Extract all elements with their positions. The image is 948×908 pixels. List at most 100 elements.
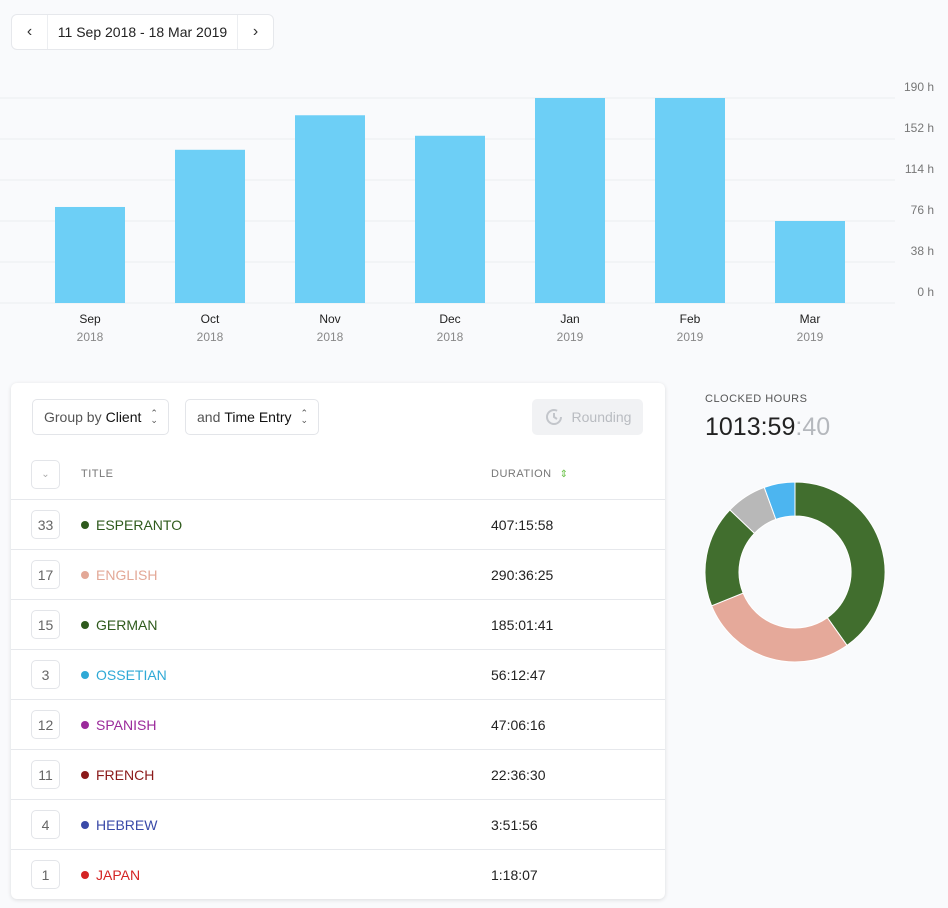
clocked-hours-seconds: :40 <box>795 413 831 441</box>
x-tick-month: Mar <box>800 312 821 326</box>
group-by-value: Client <box>105 409 142 425</box>
client-color-dot <box>81 571 89 579</box>
bar-jan[interactable] <box>535 98 605 303</box>
client-color-dot <box>81 521 89 529</box>
clocked-hours-label: CLOCKED HOURS <box>705 393 808 405</box>
client-duration: 1:18:07 <box>491 867 538 883</box>
donut-slice-english[interactable] <box>710 592 848 663</box>
chevron-left-icon: ‹ <box>26 23 33 40</box>
bar-sep[interactable] <box>55 206 125 303</box>
client-color-dot <box>81 871 89 879</box>
x-tick-year: 2019 <box>677 330 704 344</box>
entry-count-badge[interactable]: 15 <box>31 610 60 639</box>
bar-nov[interactable] <box>295 115 365 303</box>
client-color-dot <box>81 721 89 729</box>
y-tick-label: 38 h <box>911 244 934 258</box>
client-color-dot <box>81 671 89 679</box>
x-tick-month: Jan <box>560 312 579 326</box>
table-row[interactable]: 1 JAPAN 1:18:07 <box>11 850 665 900</box>
bar-mar[interactable] <box>775 221 845 303</box>
client-name: SPANISH <box>96 717 157 733</box>
x-tick-year: 2019 <box>557 330 584 344</box>
client-name: JAPAN <box>96 867 141 883</box>
group-by-prefix: Group by <box>44 409 102 425</box>
date-range-label[interactable]: 11 Sep 2018 - 18 Mar 2019 <box>57 24 228 40</box>
client-name: ENGLISH <box>96 567 158 583</box>
updown-icon: ⌃ ⌄ <box>150 408 158 425</box>
updown-icon: ⌃ ⌄ <box>300 408 309 425</box>
table-row[interactable]: 17 ENGLISH 290:36:25 <box>11 550 665 600</box>
client-color-dot <box>81 621 89 629</box>
subgroup-value: Time Entry <box>224 409 292 425</box>
x-tick-month: Sep <box>79 312 101 326</box>
group-by-select[interactable]: Group by Client ⌃ ⌄ <box>32 399 169 435</box>
next-period-button[interactable]: › <box>237 15 273 49</box>
entry-count-badge[interactable]: 33 <box>31 510 60 539</box>
table-row[interactable]: 4 HEBREW 3:51:56 <box>11 800 665 850</box>
table-row[interactable]: 33 ESPERANTO 407:15:58 <box>11 500 665 550</box>
client-name: OSSETIAN <box>96 667 167 683</box>
client-duration: 47:06:16 <box>491 717 546 733</box>
bar-feb[interactable] <box>655 98 725 303</box>
rounding-label: Rounding <box>571 409 632 425</box>
client-name: FRENCH <box>96 767 155 783</box>
client-duration: 407:15:58 <box>491 517 554 533</box>
entry-count-badge[interactable]: 11 <box>31 760 60 789</box>
y-tick-label: 0 h <box>917 285 934 299</box>
client-color-dot <box>81 771 89 779</box>
y-tick-label: 114 h <box>905 162 934 176</box>
table-row[interactable]: 15 GERMAN 185:01:41 <box>11 600 665 650</box>
client-duration: 3:51:56 <box>491 817 538 833</box>
x-tick-year: 2018 <box>317 330 344 344</box>
bar-oct[interactable] <box>175 149 245 303</box>
entry-count-badge[interactable]: 4 <box>31 810 60 839</box>
subgroup-prefix: and <box>197 409 221 425</box>
bar-dec[interactable] <box>415 135 485 303</box>
table-header: ⌄ TITLE DURATION ⇕ <box>11 449 665 500</box>
x-tick-year: 2018 <box>77 330 104 344</box>
client-color-dot <box>81 821 89 829</box>
table-row[interactable]: 3 OSSETIAN 56:12:47 <box>11 650 665 700</box>
donut-slice-ossetian[interactable] <box>763 481 796 521</box>
table-row[interactable]: 12 SPANISH 47:06:16 <box>11 700 665 750</box>
x-tick-month: Oct <box>201 312 220 326</box>
x-tick-month: Dec <box>439 312 460 326</box>
duration-column-header[interactable]: DURATION ⇕ <box>491 468 569 480</box>
client-list: 33 ESPERANTO 407:15:58 17 ENGLISH 290:36:25 15… <box>11 500 665 900</box>
client-duration: 56:12:47 <box>491 667 546 683</box>
prev-period-button[interactable]: ‹ <box>12 15 48 49</box>
clocked-hours-value: 1013:59:40 <box>705 413 830 442</box>
client-name: GERMAN <box>96 617 158 633</box>
entry-count-badge[interactable]: 12 <box>31 710 60 739</box>
entry-count-badge[interactable]: 17 <box>31 560 60 589</box>
client-name: HEBREW <box>96 817 158 833</box>
client-duration: 22:36:30 <box>491 767 546 783</box>
table-row[interactable]: 11 FRENCH 22:36:30 <box>11 750 665 800</box>
rounding-button[interactable]: Rounding <box>532 399 643 435</box>
subgroup-select[interactable]: and Time Entry ⌃ ⌄ <box>185 399 320 435</box>
x-tick-month: Feb <box>680 312 701 326</box>
duration-header-label: DURATION <box>491 468 552 480</box>
y-tick-label: 190 h <box>904 80 934 94</box>
title-column-header[interactable]: TITLE <box>81 468 114 480</box>
sort-icon: ⇕ <box>559 469 569 480</box>
hours-bar-chart: 190 h 152 h 114 h 76 h 38 h 0 h Sep 2018 Oct 2018… <box>0 80 934 344</box>
rounding-icon <box>545 409 562 425</box>
x-tick-year: 2019 <box>797 330 824 344</box>
entry-count-badge[interactable]: 1 <box>31 860 60 889</box>
chevron-right-icon: › <box>252 23 259 40</box>
donut-slice-esperanto[interactable] <box>794 481 886 647</box>
x-tick-year: 2018 <box>197 330 224 344</box>
client-name: ESPERANTO <box>96 517 183 533</box>
chevron-down-icon: ⌄ <box>41 469 50 480</box>
entry-count-badge[interactable]: 3 <box>31 660 60 689</box>
x-tick-year: 2018 <box>437 330 464 344</box>
expand-all-button[interactable]: ⌄ <box>31 460 60 489</box>
x-tick-month: Nov <box>319 312 340 326</box>
y-tick-label: 76 h <box>911 203 934 217</box>
date-range-picker: ‹ 11 Sep 2018 - 18 Mar 2019 › <box>11 14 274 50</box>
clocked-hours-main: 1013:59 <box>705 413 796 441</box>
client-duration: 290:36:25 <box>491 567 554 583</box>
report-toolbar: Group by Client ⌃ ⌄ and Time Entry ⌃ ⌄ Rou… <box>11 383 665 449</box>
y-tick-label: 152 h <box>904 121 934 135</box>
